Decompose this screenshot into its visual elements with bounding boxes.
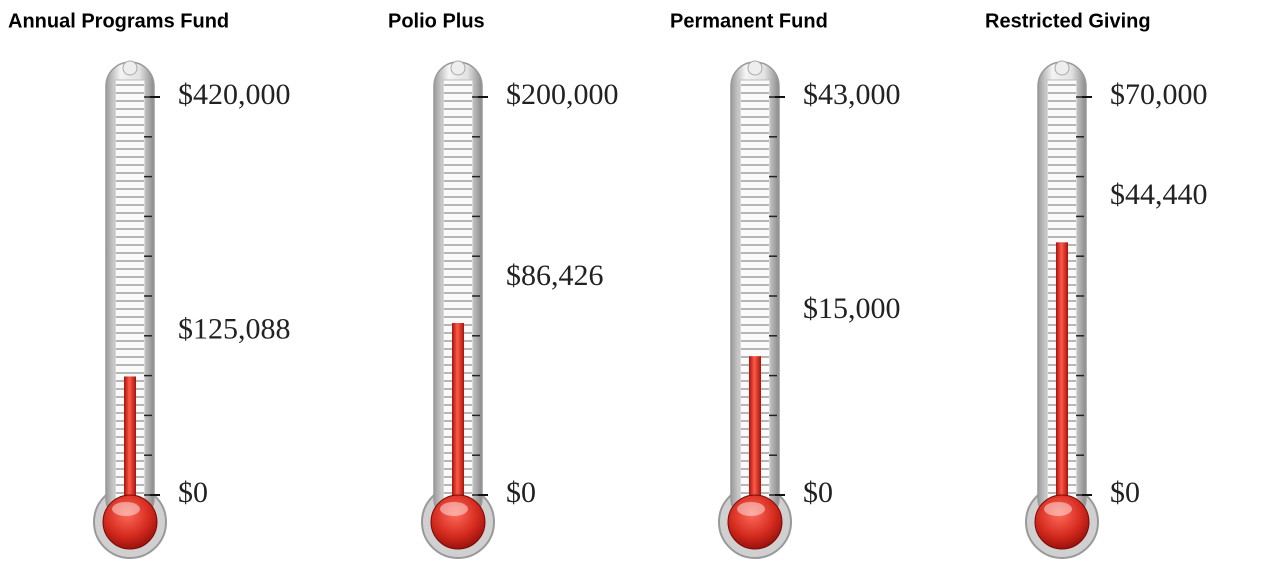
chart-title: Restricted Giving [985, 10, 1151, 32]
tick-label: $0 [803, 476, 833, 509]
value-label: $15,000 [803, 292, 901, 325]
chart-title: Annual Programs Fund [8, 10, 229, 32]
hanger [451, 61, 465, 75]
chart-title: Permanent Fund [670, 10, 828, 32]
bulb-shine [440, 502, 468, 516]
tick-label: $0 [1110, 476, 1140, 509]
bulb-shine [1044, 502, 1072, 516]
tick-label: $70,000 [1110, 78, 1208, 111]
tick-label: $420,000 [178, 78, 291, 111]
tick-label: $200,000 [506, 78, 619, 111]
bulb-shine [112, 502, 140, 516]
hanger [1055, 61, 1069, 75]
tick-label: $0 [178, 476, 208, 509]
hanger [123, 61, 137, 75]
mercury [1056, 242, 1068, 522]
tick-label: $43,000 [803, 78, 901, 111]
value-label: $125,088 [178, 312, 291, 345]
mercury [452, 323, 464, 522]
tick-label: $0 [506, 476, 536, 509]
bulb-shine [737, 502, 765, 516]
hanger [748, 61, 762, 75]
chart-title: Polio Plus [388, 10, 485, 32]
thermometer-dashboard: Annual Programs Fund $0 $420,000 $125,088 Po… [0, 0, 1263, 573]
value-label: $44,440 [1110, 178, 1208, 211]
value-label: $86,426 [506, 259, 604, 292]
